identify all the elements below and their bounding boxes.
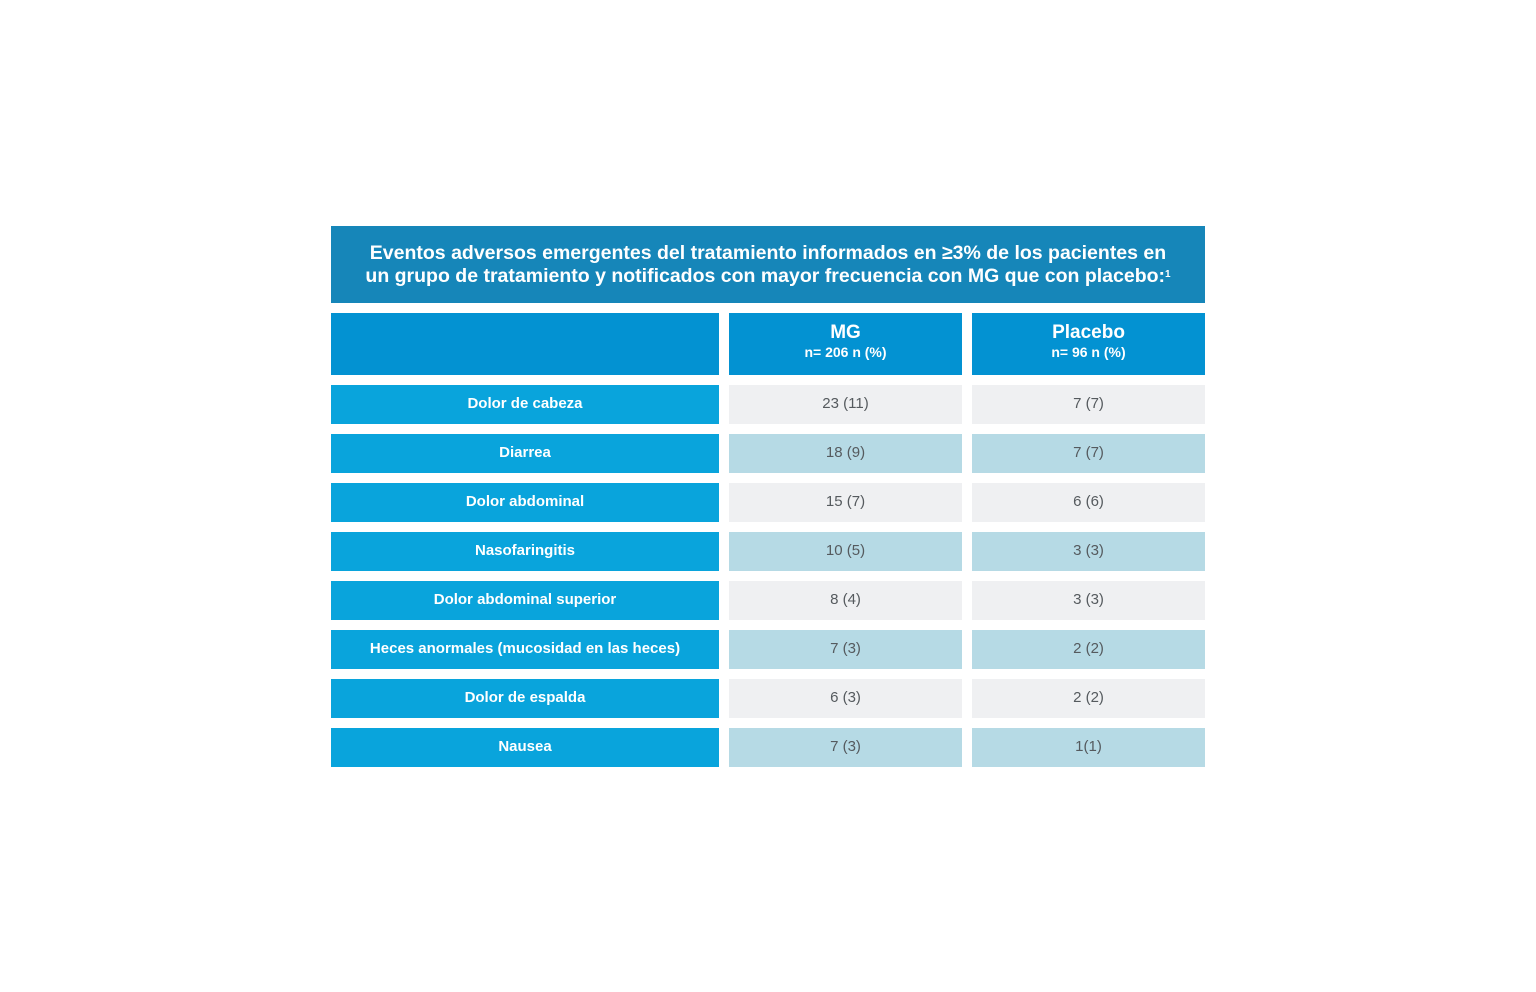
- cell-placebo: 3 (3): [972, 532, 1205, 571]
- table-header-row: MG n= 206 n (%) Placebo n= 96 n (%): [331, 313, 1205, 375]
- cell-mg: 6 (3): [729, 679, 962, 718]
- row-label: Dolor abdominal superior: [331, 581, 719, 620]
- header-corner-cell: [331, 313, 719, 375]
- table-row: Dolor abdominal superior 8 (4) 3 (3): [331, 581, 1205, 620]
- column-header-subtitle: n= 206 n (%): [804, 343, 887, 360]
- table-row: Diarrea 18 (9) 7 (7): [331, 434, 1205, 473]
- table-row: Dolor de cabeza 23 (11) 7 (7): [331, 385, 1205, 424]
- cell-placebo: 1(1): [972, 728, 1205, 767]
- cell-mg: 10 (5): [729, 532, 962, 571]
- cell-placebo: 3 (3): [972, 581, 1205, 620]
- cell-mg: 18 (9): [729, 434, 962, 473]
- cell-mg: 23 (11): [729, 385, 962, 424]
- table-row: Nasofaringitis 10 (5) 3 (3): [331, 532, 1205, 571]
- cell-placebo: 7 (7): [972, 385, 1205, 424]
- row-label: Dolor de cabeza: [331, 385, 719, 424]
- cell-placebo: 2 (2): [972, 679, 1205, 718]
- table-row: Dolor abdominal 15 (7) 6 (6): [331, 483, 1205, 522]
- row-label: Dolor abdominal: [331, 483, 719, 522]
- cell-mg: 8 (4): [729, 581, 962, 620]
- column-header-mg: MG n= 206 n (%): [729, 313, 962, 375]
- row-label: Nasofaringitis: [331, 532, 719, 571]
- table-title-line-2: un grupo de tratamiento y notificados co…: [351, 265, 1185, 288]
- column-header-placebo: Placebo n= 96 n (%): [972, 313, 1205, 375]
- column-header-subtitle: n= 96 n (%): [1051, 343, 1126, 360]
- table-row: Dolor de espalda 6 (3) 2 (2): [331, 679, 1205, 718]
- table-row: Nausea 7 (3) 1(1): [331, 728, 1205, 767]
- cell-mg: 15 (7): [729, 483, 962, 522]
- cell-mg: 7 (3): [729, 728, 962, 767]
- cell-placebo: 2 (2): [972, 630, 1205, 669]
- cell-mg: 7 (3): [729, 630, 962, 669]
- table-row: Heces anormales (mucosidad en las heces)…: [331, 630, 1205, 669]
- row-label: Dolor de espalda: [331, 679, 719, 718]
- table-title: Eventos adversos emergentes del tratamie…: [331, 226, 1205, 303]
- row-label: Diarrea: [331, 434, 719, 473]
- cell-placebo: 6 (6): [972, 483, 1205, 522]
- row-label: Nausea: [331, 728, 719, 767]
- row-label: Heces anormales (mucosidad en las heces): [331, 630, 719, 669]
- table-title-line-1: Eventos adversos emergentes del tratamie…: [369, 241, 1167, 264]
- table-title-line-2-text: un grupo de tratamiento y notificados co…: [365, 264, 1166, 287]
- adverse-events-table: Eventos adversos emergentes del tratamie…: [331, 226, 1205, 767]
- cell-placebo: 7 (7): [972, 434, 1205, 473]
- column-header-name: Placebo: [1052, 321, 1125, 343]
- column-header-name: MG: [830, 321, 861, 343]
- title-footnote-marker: 1: [1165, 268, 1171, 280]
